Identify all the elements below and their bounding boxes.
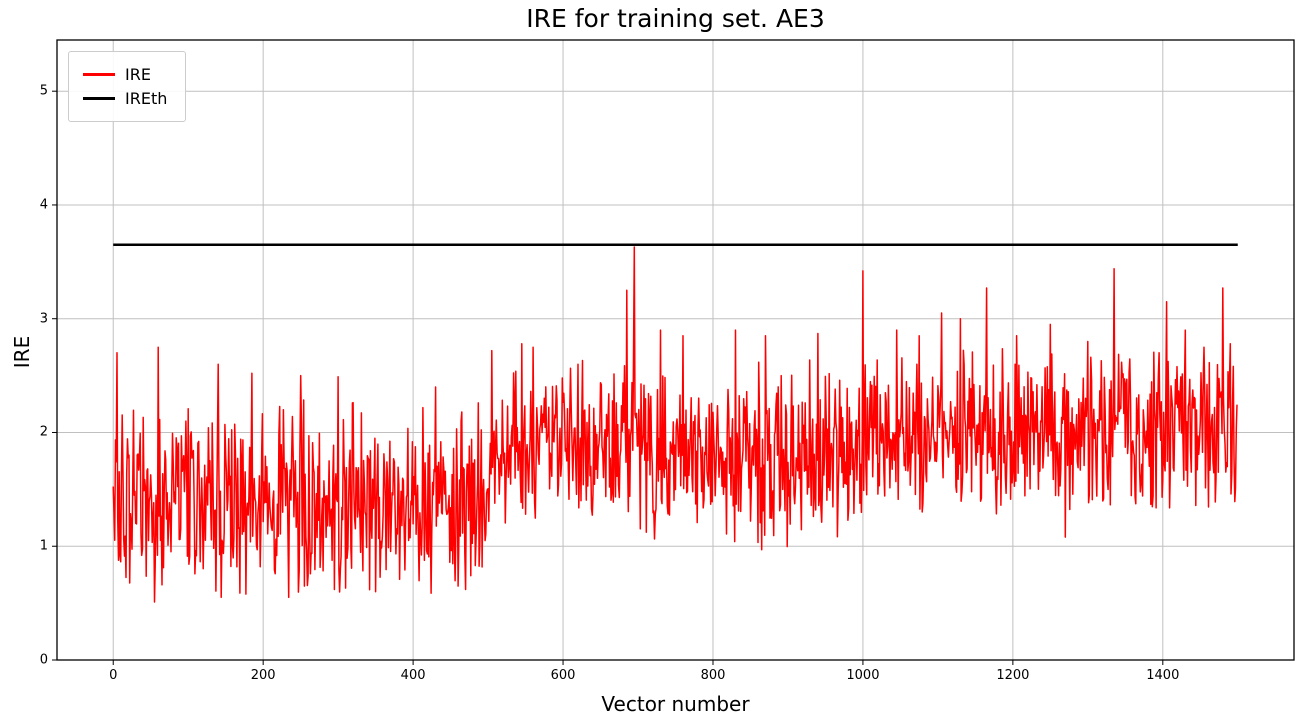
y-tick-label: 1 <box>39 538 48 554</box>
y-tick-label: 2 <box>39 424 48 440</box>
data-line-ire <box>112 246 1238 603</box>
y-tick-label: 5 <box>39 83 48 99</box>
x-axis-label: Vector number <box>601 692 750 716</box>
legend-label-ireth: IREth <box>125 89 168 108</box>
plot-border <box>56 39 1295 661</box>
x-tick-label: 1200 <box>996 668 1030 683</box>
y-axis-label: IRE <box>10 335 34 369</box>
x-tick-label: 200 <box>250 668 276 683</box>
legend-label-ire: IRE <box>125 65 151 84</box>
legend-item-ire: IRE <box>83 65 167 84</box>
x-tick-label: 1400 <box>1146 668 1180 683</box>
y-tick-label: 0 <box>39 652 48 668</box>
ire-line-swatch <box>83 73 115 76</box>
legend: IRE IREth <box>68 51 187 122</box>
legend-item-ireth: IREth <box>83 89 167 108</box>
y-tick-label: 3 <box>39 311 48 327</box>
x-tick-label: 1000 <box>846 668 880 683</box>
plot-area <box>52 39 1295 665</box>
x-tick-label: 600 <box>550 668 576 683</box>
chart-title: IRE for training set. AE3 <box>526 4 825 33</box>
ireth-line-swatch <box>83 97 115 100</box>
x-tick-label: 800 <box>700 668 726 683</box>
y-tick-label: 4 <box>39 197 48 213</box>
x-tick-label: 0 <box>109 668 118 683</box>
x-tick-label: 400 <box>400 668 426 683</box>
